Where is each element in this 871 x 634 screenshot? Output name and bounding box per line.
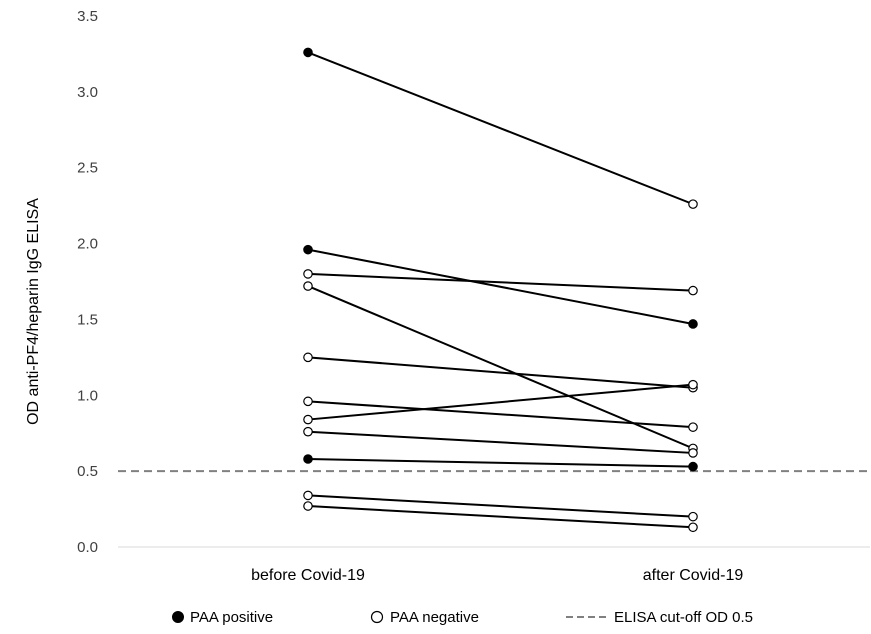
legend-cutoff-label: ELISA cut-off OD 0.5	[614, 609, 753, 626]
point-before-2	[303, 244, 313, 255]
point-after-6	[688, 422, 698, 432]
y-tick-label: 2.5	[77, 160, 98, 177]
category-label-before: before Covid-19	[251, 567, 365, 584]
pair-line-2	[307, 248, 694, 325]
y-tick-label: 1.0	[77, 387, 98, 404]
pair-line-11	[307, 505, 694, 529]
point-after-3	[688, 285, 698, 296]
point-before-5	[303, 352, 313, 363]
point-before-11	[303, 501, 313, 511]
point-after-10	[688, 511, 698, 522]
point-after-2	[688, 319, 698, 329]
point-before-1	[303, 47, 313, 58]
y-tick-label: 1.5	[77, 311, 98, 328]
legend-negative-marker	[370, 610, 384, 624]
pair-line-8	[307, 430, 694, 454]
point-after-8	[688, 448, 698, 458]
point-after-1	[688, 199, 698, 209]
point-before-8	[303, 426, 313, 437]
point-before-4	[303, 281, 313, 291]
y-axis-ticks: 0.0 0.5 1.0 1.5 2.0 2.5 3.0 3.5	[77, 8, 98, 556]
legend-positive-label: PAA positive	[190, 609, 273, 626]
point-after-7	[688, 379, 698, 390]
point-before-7	[303, 414, 313, 425]
pair-line-4	[307, 285, 694, 450]
point-before-6	[303, 396, 313, 407]
y-tick-label: 0.5	[77, 463, 98, 480]
point-after-9	[688, 461, 698, 472]
y-tick-label: 2.0	[77, 236, 98, 253]
pair-line-6	[307, 400, 694, 429]
paired-lines	[303, 47, 698, 533]
y-axis-label: OD anti-PF4/heparin IgG ELISA	[25, 198, 42, 425]
pair-line-5	[307, 356, 694, 389]
legend: PAA positive PAA negative ELISA cut-off …	[172, 609, 753, 626]
point-before-3	[303, 269, 313, 279]
y-tick-label: 0.0	[77, 539, 98, 556]
pair-line-9	[307, 458, 694, 468]
point-before-10	[303, 490, 313, 501]
y-tick-label: 3.5	[77, 8, 98, 25]
pair-line-10	[307, 494, 694, 518]
point-before-9	[303, 454, 313, 464]
legend-negative-label: PAA negative	[390, 609, 479, 626]
pair-line-3	[307, 272, 694, 292]
point-after-11	[688, 522, 698, 533]
pair-line-1	[307, 51, 694, 206]
pair-line-7	[307, 383, 694, 421]
category-label-after: after Covid-19	[643, 567, 744, 584]
y-tick-label: 3.0	[77, 84, 98, 101]
legend-positive-marker	[172, 611, 184, 623]
x-axis-categories: before Covid-19 after Covid-19	[251, 567, 743, 584]
